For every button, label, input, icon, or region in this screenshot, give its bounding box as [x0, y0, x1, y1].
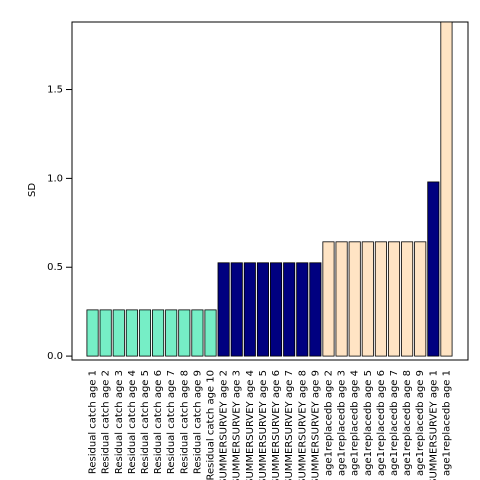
x-tick-label: Residual catch age 9	[192, 370, 203, 474]
y-axis-title: SD	[27, 183, 38, 197]
bar	[125, 309, 138, 357]
x-tick-label: SUMMERSURVEY age 1	[428, 370, 439, 480]
bar	[165, 309, 178, 357]
bar	[191, 309, 204, 357]
bar	[401, 241, 414, 357]
y-tick-label: 1.0	[47, 173, 63, 184]
y-tick-label: 0.0	[47, 351, 63, 362]
x-tick-label: SUMMERSURVEY age 8	[297, 370, 308, 480]
x-tick-label: age1replacedb age 9	[415, 370, 426, 476]
bar	[374, 241, 387, 357]
bar	[296, 262, 309, 357]
bar	[387, 241, 401, 357]
bar	[361, 241, 374, 357]
bar	[427, 181, 440, 357]
bar	[335, 241, 348, 357]
bar	[230, 262, 243, 357]
bar	[217, 262, 230, 357]
x-tick-label: Residual catch age 1	[88, 370, 99, 474]
x-tick-label: age1replacedb age 4	[350, 370, 361, 476]
bar	[256, 262, 269, 357]
x-tick-label: Residual catch age 8	[179, 370, 190, 474]
x-tick-label: SUMMERSURVEY age 3	[232, 370, 243, 480]
bar	[243, 262, 256, 357]
bar	[270, 262, 283, 357]
bar	[414, 241, 427, 357]
bar	[440, 21, 453, 357]
bar	[204, 309, 217, 357]
bar	[86, 309, 99, 357]
bar	[99, 309, 112, 357]
x-tick-label: age1replacedb age 8	[402, 370, 413, 476]
y-tick-label: 1.5	[47, 85, 63, 96]
plot-frame	[71, 21, 469, 361]
x-tick-label: Residual catch age 3	[114, 370, 125, 474]
x-tick-label: Residual catch age 7	[166, 370, 177, 474]
x-tick-label: age1replacedb age 2	[323, 370, 334, 476]
y-tick-label: 0.5	[47, 262, 63, 273]
x-tick-label: age1replacedb age 7	[389, 370, 400, 476]
bar	[178, 309, 191, 357]
x-tick-label: Residual catch age 2	[101, 370, 112, 474]
bar	[283, 262, 296, 357]
x-tick-label: SUMMERSURVEY age 5	[258, 370, 269, 480]
x-tick-label: SUMMERSURVEY age 2	[219, 370, 230, 480]
x-tick-label: age1replacedb age 1	[441, 370, 452, 476]
x-tick-label: SUMMERSURVEY age 9	[310, 370, 321, 480]
x-tick-label: SUMMERSURVEY age 7	[284, 370, 295, 480]
x-tick-label: SUMMERSURVEY age 4	[245, 370, 256, 480]
bar	[112, 309, 125, 357]
x-tick-label: Residual catch age 4	[127, 370, 138, 474]
x-tick-label: Residual catch age 10	[206, 370, 217, 480]
x-tick-label: Residual catch age 6	[153, 370, 164, 474]
bar	[138, 309, 152, 357]
x-tick-label: age1replacedb age 5	[363, 370, 374, 476]
bar	[152, 309, 165, 357]
bar	[322, 241, 335, 357]
bar	[309, 262, 322, 357]
x-tick-label: age1replacedb age 6	[376, 370, 387, 476]
bar	[348, 241, 361, 357]
x-tick-label: age1replacedb age 3	[337, 370, 348, 476]
x-tick-label: Residual catch age 5	[140, 370, 151, 474]
x-tick-label: SUMMERSURVEY age 6	[271, 370, 282, 480]
